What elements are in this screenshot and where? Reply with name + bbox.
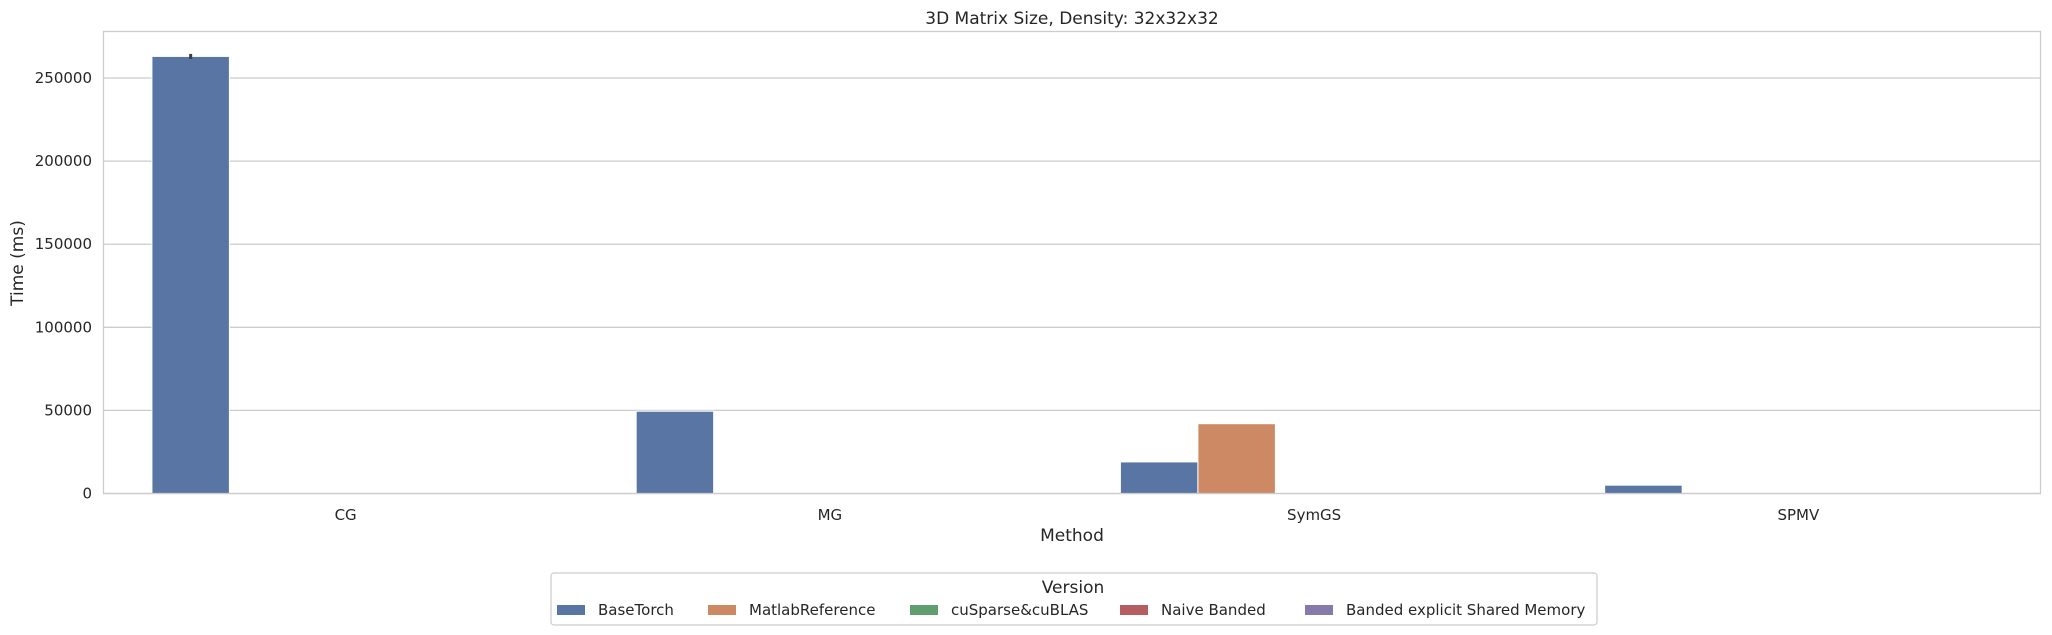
bars bbox=[151, 55, 1683, 495]
y-tick-label: 0 bbox=[82, 485, 92, 503]
x-tick-label: MG bbox=[818, 506, 843, 524]
bar-basetorch-spmv bbox=[1604, 484, 1683, 494]
legend-frame bbox=[550, 572, 1598, 626]
legend-label: BaseTorch bbox=[598, 601, 674, 619]
plot-frame bbox=[102, 30, 2042, 495]
bar-basetorch-symgs bbox=[1119, 461, 1199, 495]
legend: Version BaseTorch MatlabReference cuSparse… bbox=[550, 572, 1598, 626]
y-tick-labels: 0 50000 100000 150000 200000 250000 bbox=[35, 69, 92, 502]
legend-label: Banded explicit Shared Memory bbox=[1346, 601, 1585, 619]
legend-label: cuSparse&cuBLAS bbox=[951, 601, 1088, 619]
legend-items: BaseTorch MatlabReference cuSparse&cuBLAS N… bbox=[557, 601, 1585, 619]
legend-swatch bbox=[910, 605, 938, 615]
x-tick-label: CG bbox=[335, 506, 357, 524]
legend-swatch bbox=[708, 605, 736, 615]
legend-item: cuSparse&cuBLAS bbox=[910, 601, 1088, 619]
y-tick-label: 50000 bbox=[44, 401, 92, 419]
legend-item: BaseTorch bbox=[557, 601, 674, 619]
legend-item: Banded explicit Shared Memory bbox=[1305, 601, 1585, 619]
legend-label: Naive Banded bbox=[1161, 601, 1266, 619]
legend-item: MatlabReference bbox=[708, 601, 875, 619]
x-tick-label: SPMV bbox=[1777, 506, 1820, 524]
legend-swatch bbox=[557, 605, 585, 615]
legend-title: Version bbox=[1042, 578, 1105, 598]
legend-label: MatlabReference bbox=[749, 601, 875, 619]
legend-swatch bbox=[1305, 605, 1333, 615]
y-tick-label: 100000 bbox=[35, 318, 92, 336]
legend-swatch bbox=[1120, 605, 1148, 615]
y-axis-label: Time (ms) bbox=[8, 220, 28, 307]
gridlines bbox=[103, 77, 2041, 495]
x-axis-label: Method bbox=[1040, 526, 1104, 546]
y-tick-label: 150000 bbox=[35, 235, 92, 253]
legend-item: Naive Banded bbox=[1120, 601, 1266, 619]
x-tick-labels: CG MG SymGS SPMV bbox=[335, 506, 1820, 524]
y-tick-label: 250000 bbox=[35, 69, 92, 87]
y-tick-label: 200000 bbox=[35, 152, 92, 170]
chart-title: 3D Matrix Size, Density: 32x32x32 bbox=[925, 9, 1218, 29]
bar-basetorch-cg bbox=[151, 55, 230, 494]
bar-basetorch-mg bbox=[635, 410, 715, 494]
bar-matlabreference-symgs bbox=[1197, 423, 1276, 495]
x-tick-label: SymGS bbox=[1287, 506, 1341, 524]
